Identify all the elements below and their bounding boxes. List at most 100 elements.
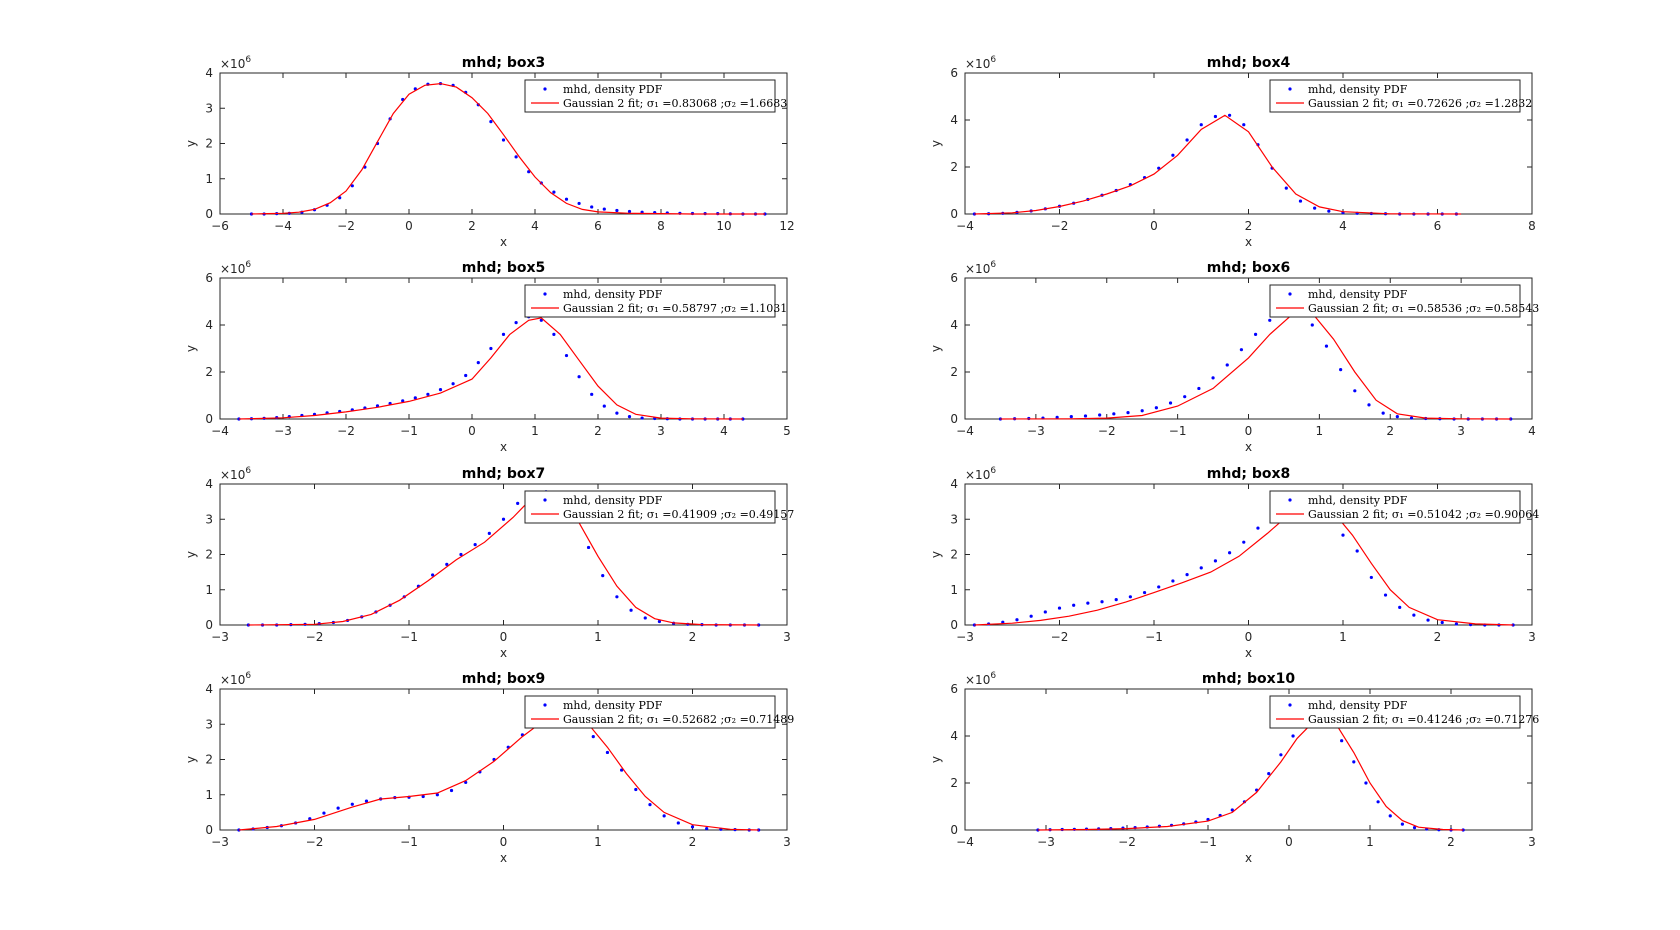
y-tick-label: 1 [205, 583, 213, 597]
data-point [435, 793, 439, 797]
data-point [1313, 206, 1317, 210]
x-tick-label: 3 [1457, 424, 1465, 438]
x-tick-label: −2 [1118, 835, 1136, 849]
data-point [615, 411, 619, 415]
x-tick-label: −6 [211, 219, 229, 233]
data-point [451, 382, 455, 386]
data-point [972, 623, 977, 627]
legend-entry: mhd, density PDF [1308, 288, 1408, 301]
data-point [1114, 598, 1118, 602]
y-tick-label: 3 [205, 101, 213, 115]
x-tick-label: 2 [594, 424, 602, 438]
y-tick-label: 2 [205, 753, 213, 767]
y-tick-label: 4 [950, 318, 958, 332]
x-tick-label: −2 [337, 219, 355, 233]
y-tick-label: 0 [950, 823, 958, 837]
legend-marker-points [1288, 703, 1292, 707]
x-tick-label: 1 [1339, 630, 1347, 644]
data-point [421, 794, 425, 799]
x-tick-label: −2 [1098, 424, 1116, 438]
data-point [1228, 551, 1232, 555]
y-tick-label: 0 [205, 412, 213, 426]
x-tick-label: 0 [1245, 424, 1253, 438]
legend [524, 284, 776, 318]
fit-line [251, 82, 765, 215]
data-point [459, 552, 463, 557]
chart-title: mhd; box9 [462, 671, 545, 687]
y-exponent-label: ×106 [220, 260, 251, 276]
data-point [552, 332, 556, 336]
data-point [438, 388, 443, 392]
y-tick-label: 0 [950, 207, 958, 221]
y-tick-label: 2 [950, 365, 958, 379]
chart-title: mhd; box10 [1202, 671, 1295, 687]
fit-line [974, 500, 1514, 626]
data-point [1213, 114, 1218, 119]
y-tick-label: 0 [205, 207, 213, 221]
data-point [514, 155, 518, 159]
data-point [1364, 781, 1368, 785]
legend-entry: Gaussian 2 fit; σ₁ =0.58797 ;σ₂ =1.1031 [563, 302, 787, 315]
data-point [322, 811, 326, 815]
y-tick-label: 3 [205, 512, 213, 526]
x-axis-label: x [1245, 440, 1252, 454]
y-tick-label: 4 [205, 66, 213, 80]
x-tick-label: −4 [956, 219, 974, 233]
data-point [350, 802, 354, 806]
data-point [350, 184, 354, 188]
x-tick-label: −3 [1027, 424, 1045, 438]
data-point [1291, 734, 1295, 738]
data-point [1100, 600, 1104, 604]
x-tick-label: 10 [716, 219, 731, 233]
data-point [1043, 610, 1047, 614]
subplot-6: −3 −2 −1 0 1 2 3 0 1 2 3 4 ×106 mhd; box8 x y mhd, densi… [929, 466, 1539, 660]
data-point [1171, 153, 1175, 157]
x-axis-label: x [500, 440, 507, 454]
legend-marker-points [1288, 498, 1292, 502]
data-point [1199, 123, 1203, 127]
data-point [643, 616, 647, 620]
x-tick-label: 4 [1339, 219, 1347, 233]
y-exponent-label: ×106 [965, 466, 996, 482]
data-point [1140, 409, 1144, 413]
data-point [1327, 209, 1331, 213]
data-point [336, 806, 340, 810]
data-point [1001, 620, 1005, 624]
y-exponent-label: ×106 [965, 260, 996, 276]
data-point [431, 573, 435, 577]
x-tick-label: −2 [306, 835, 324, 849]
x-tick-label: −4 [211, 424, 229, 438]
data-point [308, 817, 312, 821]
data-point [1395, 415, 1399, 419]
x-tick-label: 2 [1447, 835, 1455, 849]
y-tick-label: 6 [950, 66, 958, 80]
data-point [1400, 822, 1404, 826]
x-tick-label: 3 [1528, 835, 1536, 849]
x-axis-label: x [1245, 646, 1252, 660]
y-exponent-label: ×106 [220, 55, 251, 71]
data-point [1284, 186, 1288, 190]
data-point [501, 517, 506, 521]
x-tick-label: 0 [405, 219, 413, 233]
x-tick-label: −1 [400, 630, 418, 644]
y-tick-label: 0 [205, 618, 213, 632]
data-point [564, 353, 569, 358]
data-point [449, 788, 454, 793]
legend [1269, 79, 1521, 113]
data-point [615, 595, 619, 599]
x-tick-label: 0 [500, 630, 508, 644]
y-tick-label: 2 [205, 365, 213, 379]
subplot-5: −3 −2 −1 0 1 2 3 0 1 2 3 4 ×106 mhd; box7 x y mhd, densi… [184, 466, 794, 660]
y-axis-label: y [184, 551, 198, 558]
data-point [640, 416, 644, 420]
data-point [1440, 620, 1444, 625]
data-point [577, 201, 581, 206]
x-axis-label: x [1245, 235, 1252, 249]
y-tick-label: 2 [205, 137, 213, 151]
x-tick-label: −1 [400, 424, 418, 438]
data-point [1352, 760, 1356, 764]
data-point [1185, 138, 1189, 142]
y-tick-label: 1 [950, 583, 958, 597]
y-exponent-label: ×106 [220, 466, 251, 482]
x-tick-label: 2 [689, 630, 697, 644]
